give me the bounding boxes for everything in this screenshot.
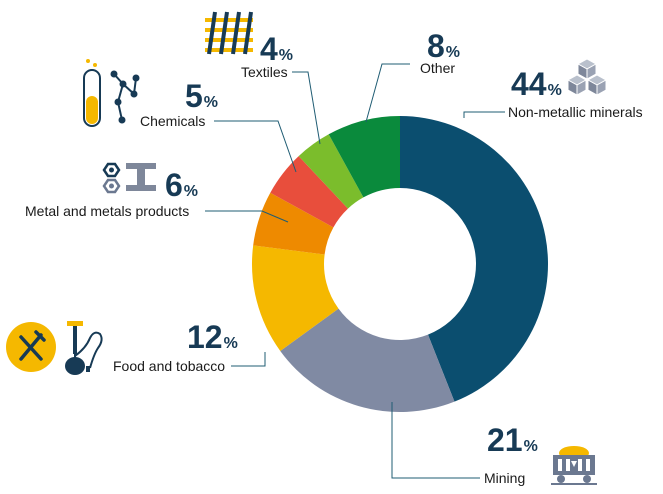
leader-lines [205,63,505,479]
leader-line-metal-and-metals-products [205,210,289,223]
slice-non-metallic-minerals [400,116,549,402]
category-label-non-metallic-minerals: Non-metallic minerals [508,104,643,120]
value-label-metal-products: 6% [165,167,199,203]
leader-line-food-and-tobacco [231,352,266,367]
leader-line-non-metallic-minerals [463,111,505,118]
slice-mining [280,308,455,412]
category-label-chemicals: Chemicals [140,113,206,129]
value-label-non-metallic-minerals: 44% [511,66,562,102]
fabric-weave-icon [205,11,253,55]
slice-food-and-tobacco [251,245,339,351]
category-label-mining: Mining [484,470,526,486]
category-label-textiles: Textiles [241,64,288,80]
mine-cart-icon [551,446,597,485]
value-label-mining: 21% [487,422,538,458]
fork-knife-icon [6,322,56,372]
nut-ibeam-icon [102,162,156,194]
slice-metal-and-metals-products [253,192,334,255]
slice-textiles [298,134,364,209]
slices [251,116,549,412]
leader-line-chemicals [214,120,297,173]
cubes-icon [566,58,608,96]
category-label-metal-products: Metal and metals products [25,203,190,219]
category-label-other: Other [420,60,456,76]
test-tube-molecule-icon [83,59,140,127]
value-label-textiles: 4% [260,31,294,67]
leader-line-other [365,63,410,123]
leader-line-mining [391,402,480,479]
slice-chemicals [270,156,348,228]
category-label-food-and-tobacco: Food and tobacco [113,358,226,374]
value-label-food-and-tobacco: 12% [187,319,238,355]
value-label-other: 8% [427,28,461,64]
value-label-chemicals: 5% [185,78,219,114]
slice-other [328,116,400,198]
hookah-icon [65,321,103,375]
leader-line-textiles [292,71,321,145]
